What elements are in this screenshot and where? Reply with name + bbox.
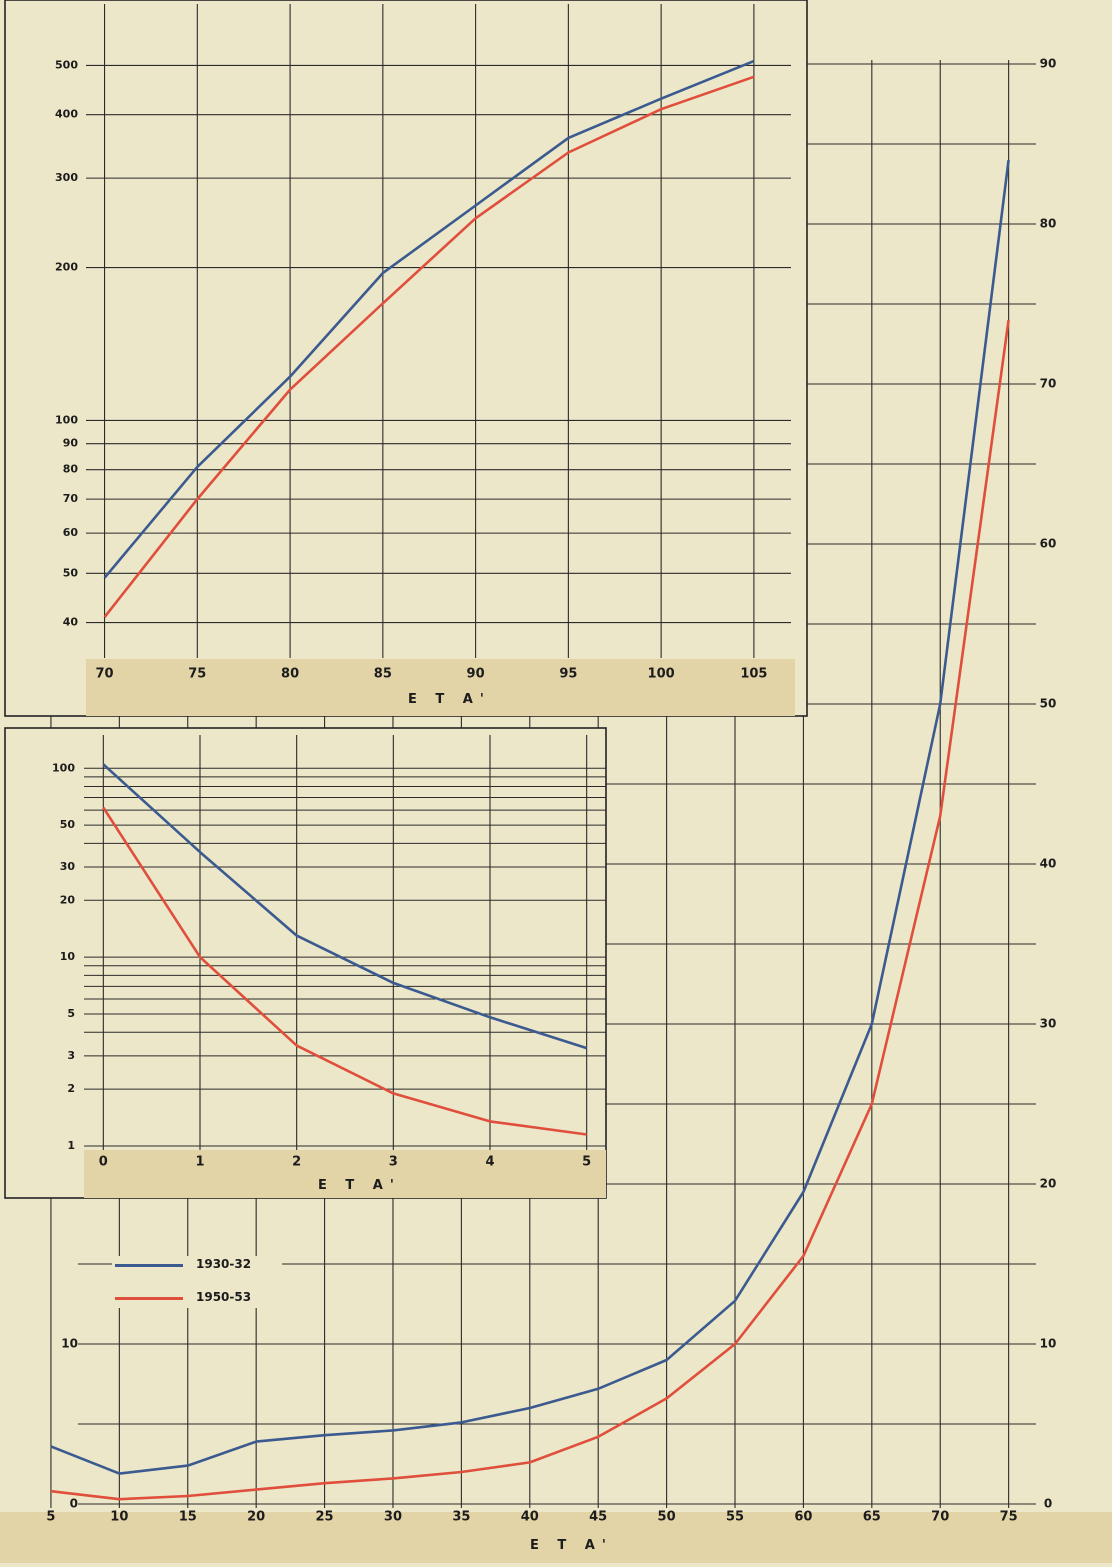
- infant-inset-panel: [5, 728, 606, 1198]
- old-y-tick-80: 80: [63, 463, 79, 476]
- old-y-tick-500: 500: [55, 58, 78, 71]
- main-y-tick-right-40: 40: [1040, 857, 1057, 871]
- main-x-tick-40: 40: [521, 1510, 539, 1525]
- main-x-tick-45: 45: [589, 1510, 607, 1525]
- main-y-tick-right-80: 80: [1040, 217, 1057, 231]
- infant-x-tick-5: 5: [582, 1155, 591, 1170]
- old-y-tick-90: 90: [63, 437, 79, 450]
- main-y-tick-left-10: 10: [61, 1337, 78, 1351]
- main-x-tick-10: 10: [110, 1510, 128, 1525]
- main-x-tick-70: 70: [931, 1510, 949, 1525]
- main-x-tick-30: 30: [384, 1510, 402, 1525]
- main-y-tick-right-70: 70: [1040, 377, 1057, 391]
- main-y-tick-right-90: 90: [1040, 57, 1057, 71]
- old-x-tick-85: 85: [374, 667, 392, 682]
- main-x-tick-75: 75: [1000, 1510, 1018, 1525]
- legend-swatch-1930-32: [115, 1264, 183, 1267]
- infant-y-tick-5: 5: [67, 1007, 75, 1020]
- main-x-tick-5: 5: [46, 1510, 55, 1525]
- old-x-tick-95: 95: [559, 667, 577, 682]
- infant-x-tick-3: 3: [389, 1155, 398, 1170]
- infant-y-tick-3: 3: [67, 1049, 75, 1062]
- main-y-tick-right-50: 50: [1040, 697, 1057, 711]
- infant-x-tick-0: 0: [99, 1155, 108, 1170]
- main-y-tick-right-0: 0: [1044, 1497, 1052, 1511]
- old-x-tick-100: 100: [648, 667, 675, 682]
- old-y-tick-300: 300: [55, 171, 78, 184]
- infant-y-tick-100: 100: [52, 761, 75, 774]
- main-x-tick-55: 55: [726, 1510, 744, 1525]
- main-y-tick-right-10: 10: [1040, 1337, 1057, 1351]
- main-x-tick-25: 25: [316, 1510, 334, 1525]
- old-x-tick-80: 80: [281, 667, 299, 682]
- main-x-tick-35: 35: [452, 1510, 470, 1525]
- old-y-tick-60: 60: [63, 526, 79, 539]
- infant-x-tick-2: 2: [292, 1155, 301, 1170]
- infant-log-inset: 0 1 2 3 4 5 1 2 3 5 10 20 30 50 100: [5, 728, 606, 1198]
- old-age-log-inset: 70 75 80 85 90 95 100 105 40 50 60 70 80 90 100 200 300 4…: [5, 0, 807, 716]
- old-y-tick-400: 400: [55, 108, 78, 121]
- infant-x-axis-title: E T A': [318, 1178, 401, 1193]
- old-age-x-axis-title: E T A': [408, 692, 491, 707]
- legend-label-1930-32: 1930-32: [196, 1257, 251, 1271]
- infant-x-tick-1: 1: [195, 1155, 204, 1170]
- main-x-axis-title: E T A': [530, 1538, 613, 1553]
- legend-swatch-1950-53: [115, 1297, 183, 1300]
- infant-y-tick-1: 1: [67, 1139, 75, 1152]
- main-y-tick-right-30: 30: [1040, 1017, 1057, 1031]
- infant-y-tick-50: 50: [60, 818, 76, 831]
- infant-y-tick-30: 30: [60, 860, 76, 873]
- old-y-tick-70: 70: [63, 492, 79, 505]
- legend-label-1950-53: 1950-53: [196, 1290, 251, 1304]
- main-y-tick-right-20: 20: [1040, 1177, 1057, 1191]
- main-x-tick-20: 20: [247, 1510, 265, 1525]
- main-x-tick-15: 15: [179, 1510, 197, 1525]
- main-y-tick-left-0: 0: [70, 1497, 78, 1511]
- old-x-tick-105: 105: [740, 667, 767, 682]
- main-x-tick-65: 65: [863, 1510, 881, 1525]
- main-x-tick-50: 50: [658, 1510, 676, 1525]
- infant-y-tick-20: 20: [60, 893, 76, 906]
- old-inset-panel: [5, 0, 807, 716]
- infant-y-tick-2: 2: [67, 1082, 75, 1095]
- old-y-tick-200: 200: [55, 261, 78, 274]
- old-x-tick-75: 75: [188, 667, 206, 682]
- main-y-tick-right-60: 60: [1040, 537, 1057, 551]
- old-y-tick-100: 100: [55, 413, 78, 426]
- old-x-tick-90: 90: [467, 667, 485, 682]
- old-x-tick-70: 70: [96, 667, 114, 682]
- legend: 1930-32 1950-53: [112, 1256, 282, 1308]
- old-y-tick-40: 40: [63, 616, 79, 629]
- old-y-tick-50: 50: [63, 566, 79, 579]
- infant-x-tick-4: 4: [485, 1155, 494, 1170]
- infant-y-tick-10: 10: [60, 950, 76, 963]
- main-x-tick-60: 60: [794, 1510, 812, 1525]
